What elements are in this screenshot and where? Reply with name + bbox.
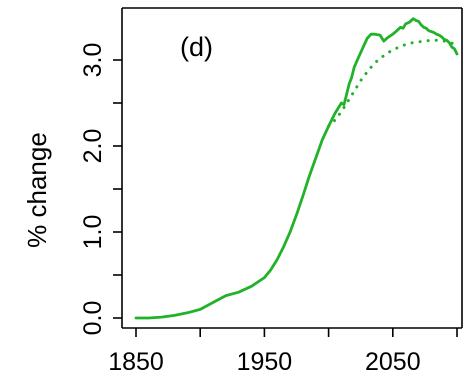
series-group: [134, 17, 459, 320]
x-tick-label: 2050: [365, 348, 421, 376]
y-axis-title: % change: [22, 132, 52, 248]
axes: 1850 1950 2050 0.0 1.0 2.0 3.0: [79, 7, 463, 376]
y-tick-label: 1.0: [79, 215, 107, 250]
labels-group: (d) % change: [22, 32, 213, 248]
x-tick-label: 1950: [237, 348, 293, 376]
x-tick-label: 1850: [108, 348, 164, 376]
panel-label: (d): [180, 32, 213, 62]
solid-series-line: [134, 17, 459, 320]
dotted-series-line: [327, 38, 459, 128]
y-tick-label: 2.0: [79, 129, 107, 164]
y-tick-label: 3.0: [79, 43, 107, 78]
y-tick-label: 0.0: [79, 301, 107, 336]
